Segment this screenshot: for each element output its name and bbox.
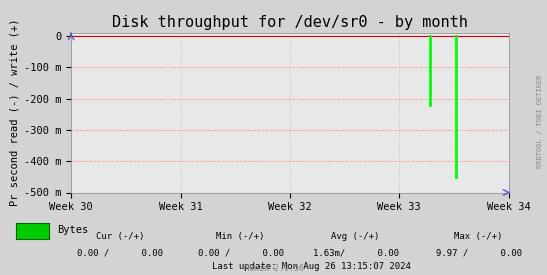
Title: Disk throughput for /dev/sr0 - by month: Disk throughput for /dev/sr0 - by month (112, 15, 468, 31)
Text: 0.00 /      0.00: 0.00 / 0.00 (77, 249, 164, 258)
Text: Avg (-/+): Avg (-/+) (331, 232, 380, 241)
Text: 1.63m/      0.00: 1.63m/ 0.00 (312, 249, 399, 258)
Y-axis label: Pr second read (-) / write (+): Pr second read (-) / write (+) (10, 19, 20, 207)
Text: RRDTOOL / TOBI OETIKER: RRDTOOL / TOBI OETIKER (537, 74, 543, 168)
Text: Cur (-/+): Cur (-/+) (96, 232, 144, 241)
Text: 9.97 /      0.00: 9.97 / 0.00 (435, 249, 522, 258)
Text: Last update: Mon Aug 26 13:15:07 2024: Last update: Mon Aug 26 13:15:07 2024 (212, 262, 411, 271)
Text: Bytes: Bytes (57, 225, 89, 235)
Text: Munin 2.0.56: Munin 2.0.56 (243, 264, 304, 273)
Text: Min (-/+): Min (-/+) (217, 232, 265, 241)
Text: Max (-/+): Max (-/+) (455, 232, 503, 241)
Text: 0.00 /      0.00: 0.00 / 0.00 (197, 249, 284, 258)
